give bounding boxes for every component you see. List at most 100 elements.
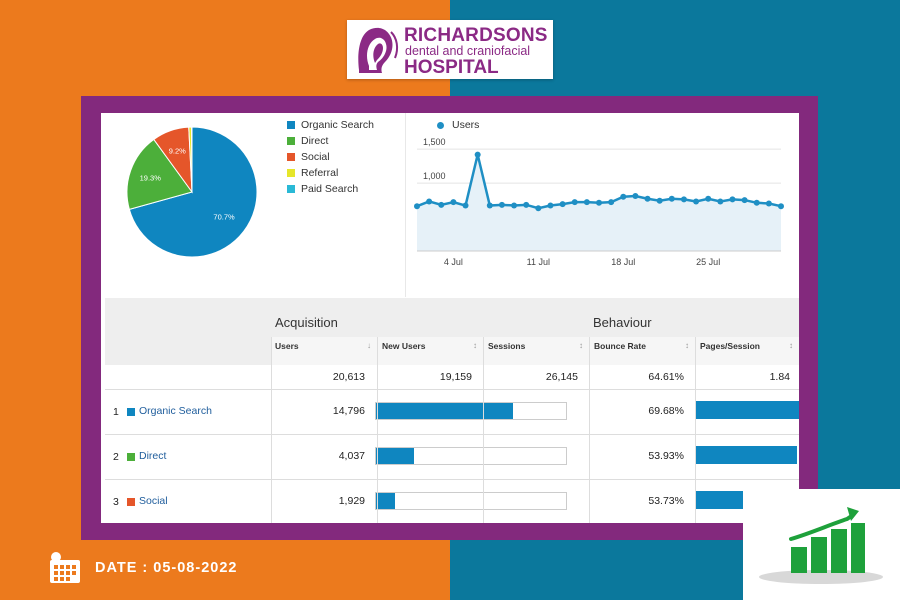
sessions-bar (375, 492, 567, 510)
x-tick-label: 18 Jul (611, 257, 635, 267)
sessions-bar (375, 447, 567, 465)
legend-label: Paid Search (301, 183, 358, 195)
logo-subtitle: dental and craniofacial (405, 44, 530, 58)
logo-hospital: HOSPITAL (404, 57, 499, 79)
total-users: 20,613 (271, 371, 365, 383)
col-label: Pages/Session (700, 341, 760, 351)
column-divider (271, 337, 272, 523)
users-point (693, 198, 699, 204)
col-label: Users (275, 341, 299, 351)
users-point (450, 199, 456, 205)
line-legend-label: Users (452, 119, 479, 131)
legend-social[interactable]: Social (287, 149, 374, 165)
users-point (632, 193, 638, 199)
row-color-swatch (127, 408, 135, 416)
row-index: 2 (113, 451, 119, 463)
col-sessions[interactable]: Sessions ↕ (484, 337, 589, 365)
y-tick-label: 1,500 (423, 137, 446, 147)
sessions-bar-fill (376, 493, 395, 509)
y-tick-label: 1,000 (423, 171, 446, 181)
row-index: 3 (113, 496, 119, 508)
users-point (535, 205, 541, 211)
sort-icon: ↕ (789, 341, 793, 350)
pie-chart: 70.7%19.3%9.2% (117, 122, 267, 272)
sort-icon: ↕ (473, 341, 477, 350)
legend-swatch (287, 153, 295, 161)
pages-bar (695, 446, 797, 464)
users-point (523, 202, 529, 208)
row-bounce: 53.93% (590, 450, 684, 462)
x-tick-label: 11 Jul (527, 257, 550, 267)
x-tick-label: 25 Jul (696, 257, 720, 267)
users-point (547, 203, 553, 209)
users-point (426, 198, 432, 204)
col-label: New Users (382, 341, 425, 351)
sort-down-icon: ↓ (367, 341, 371, 350)
column-divider (377, 337, 378, 523)
legend-swatch (287, 185, 295, 193)
row-users: 1,929 (271, 495, 365, 507)
hospital-logo: RICHARDSONS dental and craniofacial HOSP… (347, 20, 553, 79)
logo-faces-icon (355, 26, 401, 74)
growth-card (743, 489, 900, 600)
users-point (414, 203, 420, 209)
legend-label: Referral (301, 167, 338, 179)
calendar-icon (47, 551, 83, 585)
users-point (499, 202, 505, 208)
row-bounce: 53.73% (590, 495, 684, 507)
users-point (742, 197, 748, 203)
legend-swatch (287, 169, 295, 177)
legend-swatch (287, 121, 295, 129)
col-label: Sessions (488, 341, 525, 351)
legend-label: Direct (301, 135, 328, 147)
legend-swatch (287, 137, 295, 145)
users-point (620, 194, 626, 200)
users-point (475, 152, 481, 158)
users-point (754, 200, 760, 206)
column-divider (589, 337, 590, 523)
users-point (717, 198, 723, 204)
users-point (645, 196, 651, 202)
sort-icon: ↕ (579, 341, 583, 350)
sessions-bar-fill (376, 403, 513, 419)
users-point (669, 196, 675, 202)
total-sessions: 26,145 (484, 371, 578, 383)
row-bounce: 69.68% (590, 405, 684, 417)
col-new-users[interactable]: New Users ↕ (378, 337, 483, 365)
line-legend[interactable]: Users (437, 119, 479, 131)
row-channel-link[interactable]: Direct (139, 450, 166, 462)
col-users[interactable]: Users ↓ (271, 337, 377, 365)
row-channel-link[interactable]: Social (139, 495, 168, 507)
growth-chart-icon (743, 489, 900, 600)
users-point (657, 198, 663, 204)
users-point (705, 196, 711, 202)
legend-organic[interactable]: Organic Search (287, 117, 374, 133)
acquisition-table: Acquisition Behaviour Users↓ New Users↕ … (105, 298, 799, 523)
col-bounce-rate[interactable]: Bounce Rate↕ (590, 337, 695, 365)
legend-label: Organic Search (301, 119, 374, 131)
date-text: DATE : 05-08-2022 (95, 560, 237, 576)
users-point (560, 201, 566, 207)
row-channel-link[interactable]: Organic Search (139, 405, 212, 417)
users-point (729, 196, 735, 202)
users-dot-icon (437, 122, 444, 129)
users-point (778, 203, 784, 209)
users-point (608, 199, 614, 205)
legend-referral[interactable]: Referral (287, 165, 374, 181)
total-new-users: 19,159 (378, 371, 472, 383)
column-divider (695, 337, 696, 523)
users-point (596, 200, 602, 206)
row-color-swatch (127, 453, 135, 461)
legend-direct[interactable]: Direct (287, 133, 374, 149)
x-tick-label: 4 Jul (444, 257, 463, 267)
row-index: 1 (113, 406, 119, 418)
total-pages: 1.84 (696, 371, 790, 383)
legend-paid[interactable]: Paid Search (287, 181, 374, 197)
chart-divider (405, 113, 406, 297)
group-acquisition: Acquisition (275, 315, 338, 330)
col-pages-session[interactable]: Pages/Session ↕ (696, 337, 799, 365)
pie-legend: Organic Search Direct Social Referral Pa… (287, 117, 374, 197)
row-users: 4,037 (271, 450, 365, 462)
analytics-panel: 70.7%19.3%9.2% Organic Search Direct Soc… (101, 113, 799, 523)
